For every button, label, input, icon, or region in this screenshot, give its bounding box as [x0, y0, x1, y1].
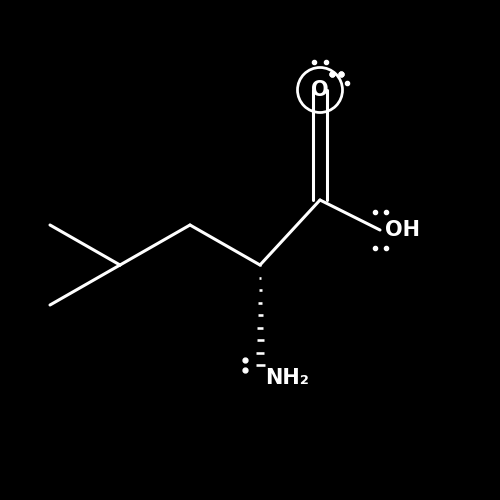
Text: OH: OH [385, 220, 420, 240]
Text: NH₂: NH₂ [265, 368, 309, 388]
Text: O: O [311, 80, 329, 100]
